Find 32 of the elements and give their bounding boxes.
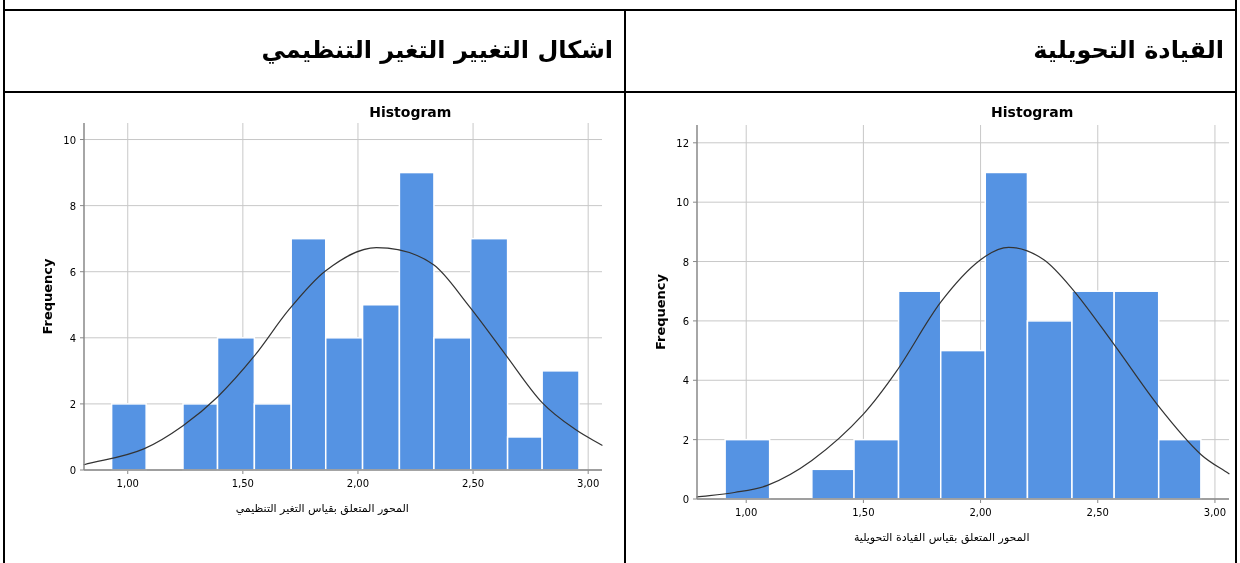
y-axis-title: Frequency xyxy=(653,273,668,351)
y-tick-label: 6 xyxy=(69,266,76,278)
x-tick-label: 2,50 xyxy=(461,478,485,489)
chart-subtitle: Histogram xyxy=(369,104,452,120)
x-axis-title: المحور المتعلق بقياس التغير التنظيمي xyxy=(235,502,409,516)
x-tick-label: 2,00 xyxy=(346,478,370,489)
x-tick-label: 2,00 xyxy=(969,507,992,518)
chart-title: اشكال التغيير التغير التنظيمي xyxy=(261,36,613,64)
y-tick-label: 0 xyxy=(682,494,689,505)
line-series xyxy=(83,246,603,466)
y-tick-label: 6 xyxy=(682,315,689,327)
y-tick-label: 8 xyxy=(69,200,76,212)
y-tick-label: 2 xyxy=(682,434,689,446)
x-tick-label: 3,00 xyxy=(577,478,600,489)
x-tick-label: 1,50 xyxy=(231,478,254,489)
x-tick-label: 1,00 xyxy=(116,478,139,489)
y-tick-label: 8 xyxy=(682,256,689,268)
x-tick-label: 3,00 xyxy=(1203,507,1227,518)
y-tick-label: 2 xyxy=(69,398,76,410)
x-tick-label: 2,50 xyxy=(1086,507,1109,518)
y-tick-label: 12 xyxy=(676,137,689,149)
y-tick-label: 4 xyxy=(69,332,76,344)
y-tick-label: 10 xyxy=(63,134,76,146)
y-axis-title: Frequency xyxy=(40,257,55,335)
chart-subtitle: Histogram xyxy=(991,104,1074,120)
x-tick-label: 1,00 xyxy=(735,507,758,518)
y-tick-label: 0 xyxy=(69,465,76,476)
y-tick-label: 4 xyxy=(682,375,689,387)
x-tick-label: 1,50 xyxy=(852,507,875,518)
y-tick-label: 10 xyxy=(676,197,689,209)
x-axis-title: المحور المتعلق بقياس القيادة التحويلية xyxy=(853,531,1030,545)
chart-title: القيادة التحويلية xyxy=(1033,36,1224,64)
